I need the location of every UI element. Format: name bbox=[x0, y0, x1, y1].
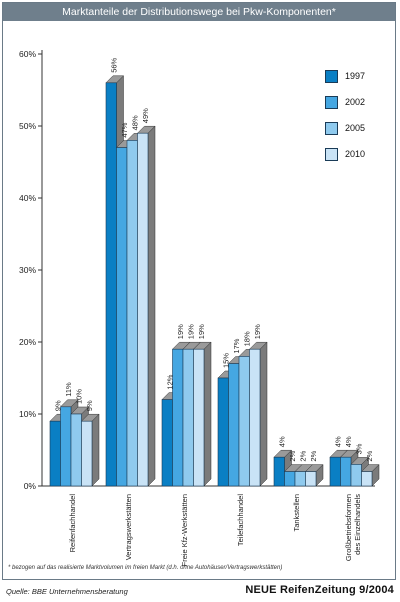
bar bbox=[136, 125, 156, 487]
bar-front bbox=[228, 363, 240, 487]
category-label: Freie Kfz-Werkstätten bbox=[180, 494, 189, 566]
chart-frame: Marktanteile der Distributionswege bei P… bbox=[2, 2, 396, 580]
data-label: 15% bbox=[221, 353, 230, 368]
bar-front bbox=[105, 82, 117, 487]
bar-front bbox=[284, 471, 296, 487]
data-label: 18% bbox=[242, 331, 251, 346]
data-label: 4% bbox=[277, 436, 286, 447]
data-label: 2% bbox=[298, 450, 307, 461]
legend-swatch bbox=[325, 122, 338, 135]
bar-front bbox=[361, 471, 373, 487]
category-label: Vertragswerkstätten bbox=[124, 494, 133, 560]
legend-swatch bbox=[325, 96, 338, 109]
bar-side bbox=[91, 413, 100, 487]
data-label: 4% bbox=[333, 436, 342, 447]
data-label: 48% bbox=[130, 115, 139, 130]
bar-side bbox=[147, 125, 156, 487]
data-label: 11% bbox=[64, 382, 73, 397]
bar-front bbox=[217, 377, 229, 487]
bar-front bbox=[305, 471, 317, 487]
data-label: 9% bbox=[85, 400, 94, 411]
legend-swatch bbox=[325, 70, 338, 83]
bar-front bbox=[116, 147, 128, 487]
category-label: Tankstellen bbox=[292, 494, 301, 532]
bar-front bbox=[249, 348, 261, 487]
bar-front bbox=[193, 348, 205, 487]
y-tick-label: 10% bbox=[19, 409, 36, 419]
axes: 0% 10% 20% 30% 40% 50% 60% bbox=[19, 49, 375, 491]
data-label: 12% bbox=[165, 374, 174, 389]
bar-front bbox=[294, 471, 306, 487]
bar-front bbox=[273, 456, 285, 487]
data-label: 2% bbox=[309, 450, 318, 461]
bar-front bbox=[350, 464, 362, 487]
category-label: Teilefachhandel bbox=[236, 494, 245, 546]
legend-label: 1997 bbox=[345, 71, 366, 81]
bar bbox=[248, 341, 268, 487]
source-note: Quelle: BBE Unternehmensberatung bbox=[6, 587, 128, 596]
bar-front bbox=[238, 356, 250, 487]
bar bbox=[360, 463, 380, 487]
data-label: 19% bbox=[197, 324, 206, 339]
bar-front bbox=[137, 132, 149, 487]
bar-front bbox=[172, 348, 184, 487]
bar-front bbox=[329, 456, 341, 487]
footnote: * bezogen auf das realisierte Marktvolum… bbox=[8, 565, 283, 571]
bar-front bbox=[60, 406, 72, 487]
bar-front bbox=[126, 140, 138, 487]
data-label: 19% bbox=[186, 324, 195, 339]
legend-swatch bbox=[325, 148, 338, 161]
data-label: 19% bbox=[253, 324, 262, 339]
chart-title: Marktanteile der Distributionswege bei P… bbox=[3, 3, 395, 21]
bar-front bbox=[161, 399, 173, 487]
bar-side bbox=[259, 341, 268, 487]
data-label: 19% bbox=[176, 324, 185, 339]
bar-front bbox=[49, 420, 61, 487]
y-tick-label: 20% bbox=[19, 337, 36, 347]
data-label: 2% bbox=[288, 450, 297, 461]
data-label: 2% bbox=[365, 450, 374, 461]
publisher-note: NEUE ReifenZeitung 9/2004 bbox=[245, 584, 394, 596]
legend-label: 2002 bbox=[345, 97, 366, 107]
bar-front bbox=[340, 456, 352, 487]
category-label: Großbetriebsformendes Einzelhandels bbox=[344, 494, 362, 561]
data-label: 9% bbox=[53, 400, 62, 411]
data-label: 10% bbox=[74, 389, 83, 404]
data-label: 17% bbox=[232, 338, 241, 353]
bar bbox=[192, 341, 212, 487]
bar-front bbox=[81, 420, 93, 487]
y-tick-label: 0% bbox=[24, 481, 37, 491]
data-label: 47% bbox=[120, 122, 129, 137]
legend-label: 2010 bbox=[345, 149, 366, 159]
bars bbox=[49, 75, 380, 487]
y-tick-label: 60% bbox=[19, 49, 36, 59]
legend-label: 2005 bbox=[345, 123, 366, 133]
bar-side bbox=[203, 341, 212, 487]
y-tick-label: 50% bbox=[19, 121, 36, 131]
y-tick-label: 40% bbox=[19, 193, 36, 203]
bar bbox=[80, 413, 100, 487]
data-label: 3% bbox=[354, 443, 363, 454]
data-label: 56% bbox=[109, 57, 118, 72]
category-label: Reifenfachhandel bbox=[68, 494, 77, 553]
bar-front bbox=[182, 348, 194, 487]
data-label: 4% bbox=[344, 436, 353, 447]
bar-front bbox=[70, 413, 82, 487]
data-label: 49% bbox=[141, 108, 150, 123]
bar bbox=[304, 463, 324, 487]
y-tick-label: 30% bbox=[19, 265, 36, 275]
